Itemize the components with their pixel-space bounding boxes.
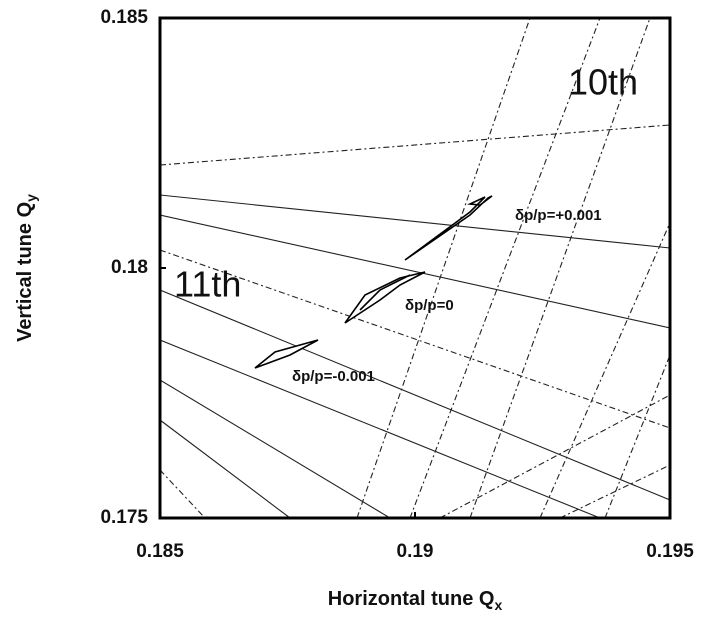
y-tick-label: 0.18 (111, 257, 148, 278)
x-tick-label: 0.19 (397, 541, 434, 562)
y-tick-label: 0.175 (100, 507, 148, 528)
annotation: 10th (568, 62, 638, 103)
y-tick-label: 0.185 (100, 7, 148, 28)
x-axis-label-text: Horizontal tune Q (328, 588, 495, 610)
y-axis-label-sub: y (23, 194, 39, 202)
x-axis-label: Horizontal tune Qx (328, 588, 503, 612)
annotation: δp/p=-0.001 (292, 368, 375, 385)
tune-footprints (254, 195, 493, 369)
x-tick-label: 0.195 (646, 541, 694, 562)
resonance-lines (160, 18, 670, 518)
y-axis-label-text: Vertical tune Q (14, 202, 36, 342)
annotation: 11th (174, 264, 241, 305)
annotation: δp/p=+0.001 (515, 207, 602, 224)
x-axis-label-sub: x (494, 597, 502, 613)
y-axis-label: Vertical tune Qy (14, 194, 38, 342)
x-tick-label: 0.185 (136, 541, 184, 562)
annotation: δp/p=0 (405, 297, 454, 314)
